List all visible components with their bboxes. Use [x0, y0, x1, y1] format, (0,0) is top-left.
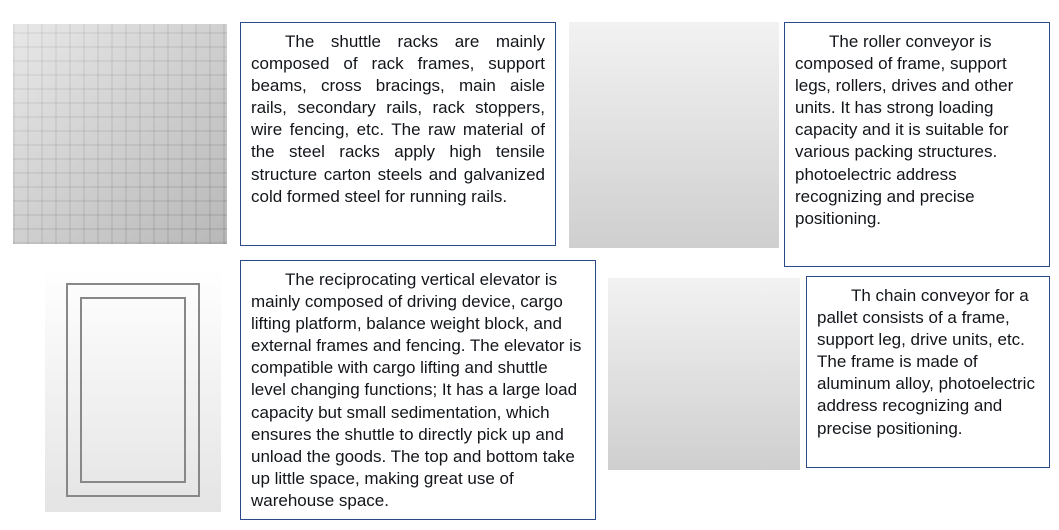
roller-conveyor-paragraph: The roller conveyor is composed of frame… [795, 32, 1013, 228]
vertical-elevator-image [45, 268, 221, 512]
chain-conveyor-paragraph: Th chain conveyor for a pallet consists … [817, 286, 1035, 438]
roller-conveyor-text: The roller conveyor is composed of frame… [784, 22, 1050, 267]
shuttle-racks-paragraph: The shuttle racks are mainly composed of… [251, 32, 545, 206]
vertical-elevator-text: The reciprocating vertical elevator is m… [240, 260, 596, 520]
shuttle-racks-image [13, 24, 227, 244]
vertical-elevator-paragraph: The reciprocating vertical elevator is m… [251, 270, 581, 510]
shuttle-racks-text: The shuttle racks are mainly composed of… [240, 22, 556, 246]
chain-conveyor-image [608, 278, 800, 470]
chain-conveyor-text: Th chain conveyor for a pallet consists … [806, 276, 1050, 468]
roller-conveyor-image [569, 22, 779, 248]
